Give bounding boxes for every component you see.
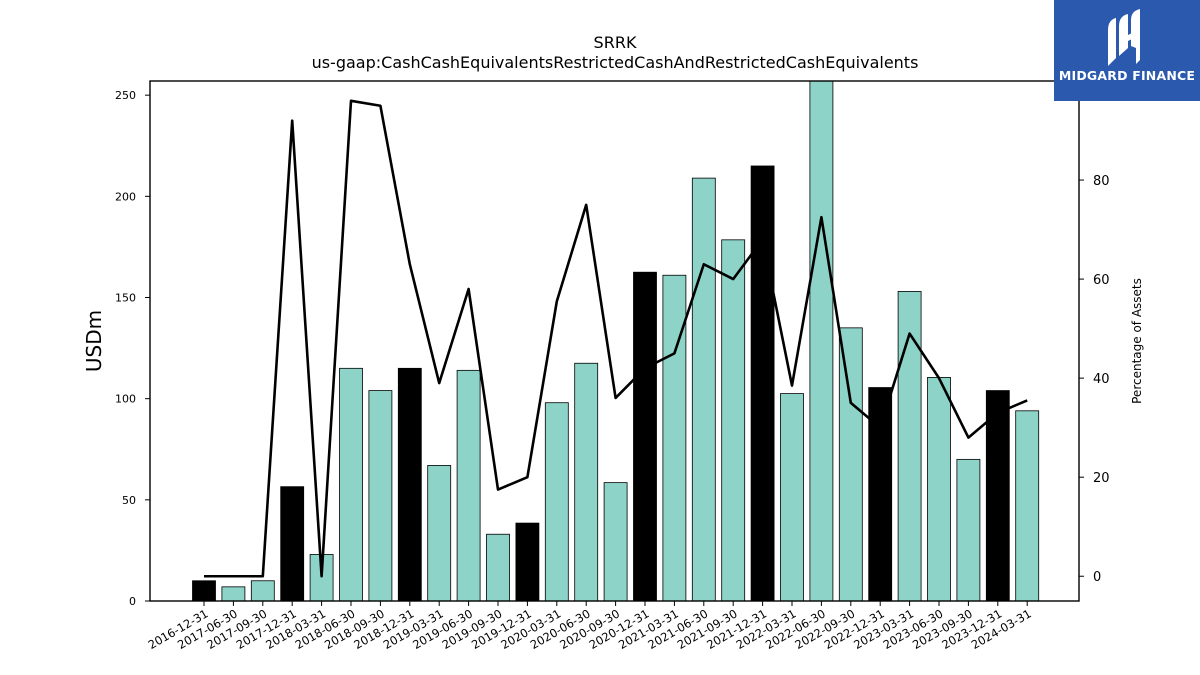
chart-subtitle: us-gaap:CashCashEquivalentsRestrictedCas… [312,53,919,72]
bar-2022-09-30 [838,327,863,602]
bar-2020-09-30 [603,482,628,602]
bar-2020-03-31 [544,402,569,602]
bar-2021-12-31 [750,165,775,602]
bars-group [192,80,1040,602]
bar-2018-09-30 [368,390,393,602]
percentage-line [204,99,1028,578]
bar-2023-06-30 [927,377,951,602]
bar-2024-03-31 [1015,410,1040,602]
midgard-finance-logo: MIDGARD FINANCE [1054,0,1200,101]
bar-2017-09-30 [250,580,275,602]
bar-2022-06-30 [809,80,834,602]
y-axis-label: USDm [82,310,106,372]
bar-2021-03-31 [662,274,687,602]
y-tick-label: 50 [122,494,136,507]
logo-text: MIDGARD FINANCE [1058,68,1196,83]
y-tick-label: 100 [115,393,136,406]
bar-2021-06-30 [691,177,716,602]
chart-title: SRRK [594,33,637,52]
bar-2019-03-31 [427,465,452,602]
bar-2019-06-30 [456,369,481,602]
bar-2017-06-30 [221,586,246,602]
line-group [204,99,1028,578]
bar-2020-06-30 [574,362,599,602]
bar-2018-06-30 [339,367,363,602]
bar-2019-09-30 [486,533,510,602]
y-tick-label: 150 [115,291,136,304]
y2-tick-label: 60 [1093,273,1110,288]
bar-2018-12-31 [397,367,422,602]
y2-tick-label: 20 [1093,471,1110,486]
bar-2016-12-31 [192,580,216,602]
plot-frame [149,80,1080,602]
y-tick-label: 250 [115,89,136,102]
y-tick-label: 200 [115,190,136,203]
bar-2023-12-31 [985,390,1010,602]
bar-2021-09-30 [721,239,746,602]
y2-tick-label: 0 [1093,570,1101,585]
bar-2023-09-30 [956,458,981,602]
bar-2017-12-31 [280,486,305,602]
bar-2019-12-31 [515,522,540,602]
y-tick-label: 0 [129,595,136,608]
y2-tick-label: 80 [1093,174,1110,189]
y2-tick-label: 40 [1093,372,1110,387]
bar-2020-12-31 [633,271,657,602]
logo-icon [1108,9,1140,66]
y2-axis-label: Percentage of Assets [1130,278,1144,404]
bar-2022-03-31 [780,393,804,602]
axes-group: 0501001502002500204060802016-12-312017-0… [115,80,1110,652]
